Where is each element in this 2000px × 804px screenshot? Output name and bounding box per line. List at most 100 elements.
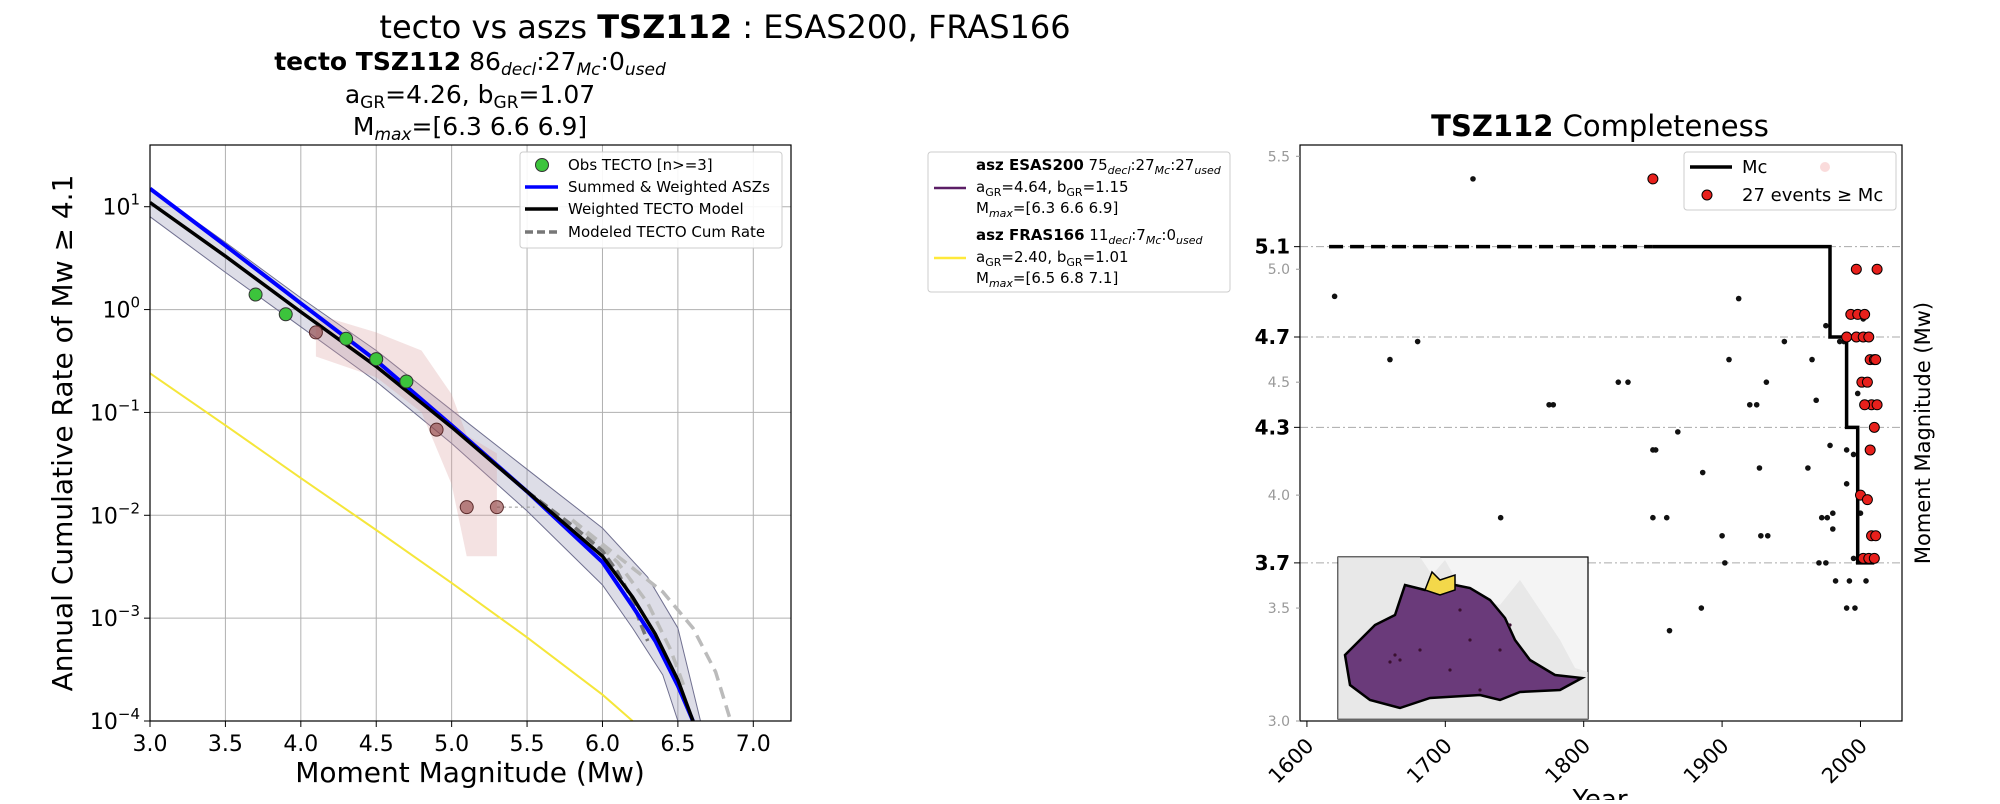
catalog-event	[1726, 356, 1732, 363]
left-ticks: 3.0 3.5 4.0 4.5 5.0 5.5 6.0 6.5 7.0 101 100 10−1 10−…	[90, 191, 771, 757]
catalog-event	[1387, 356, 1393, 363]
obs-tecto-point	[339, 331, 354, 346]
right-chart-title: TSZ112 Completeness	[1431, 109, 1769, 143]
catalog-event	[1497, 514, 1504, 521]
right-y-mc-label: 4.3	[1255, 415, 1290, 439]
weighted-tecto-curve	[150, 201, 695, 721]
left-x-tick-label: 3.5	[208, 732, 243, 757]
catalog-event	[1546, 401, 1552, 408]
catalog-event	[1823, 322, 1829, 329]
left-header-line1: tecto TSZ112 86decl:27Mc:0used	[274, 47, 666, 80]
right-y-minor-label: 4.0	[1268, 488, 1290, 504]
catalog-event	[1823, 560, 1829, 566]
catalog-event	[1666, 627, 1673, 634]
left-header-line2: aGR=4.26, bGR=1.07	[345, 80, 595, 113]
catalog-event	[1824, 514, 1831, 521]
right-y-minor-label: 3.5	[1268, 601, 1290, 617]
catalog-event	[1843, 481, 1850, 487]
right-axes-frame	[1299, 144, 1903, 722]
catalog-event	[1550, 401, 1557, 408]
complete-event	[1859, 399, 1871, 411]
obs-other-point	[308, 325, 323, 340]
asz-fras166-line1: asz FRAS166 11decl:7Mc:0used	[976, 226, 1203, 247]
legend-obs-tecto-label: Obs TECTO [n>=3]	[568, 156, 713, 174]
catalog-event	[1719, 532, 1725, 539]
obs-tecto-point	[278, 307, 293, 322]
complete-event	[1859, 308, 1871, 320]
asz-esas200-line3: Mmax=[6.3 6.6 6.9]	[976, 199, 1118, 220]
right-y-label: Moment Magnitude (Mw)	[1911, 302, 1935, 564]
catalog-event	[1615, 379, 1622, 385]
obs-other-point	[429, 422, 444, 437]
map-event-dot	[1468, 638, 1472, 642]
catalog-event	[1746, 401, 1753, 408]
figure-title: tecto vs aszs TSZ112 : ESAS200, FRAS166	[379, 8, 1070, 46]
complete-event	[1861, 376, 1873, 388]
complete-event	[1868, 552, 1880, 564]
right-y-minor-label: 5.5	[1268, 149, 1290, 165]
catalog-event	[1850, 451, 1857, 458]
asz-esas200-line2: aGR=4.64, bGR=1.15	[976, 178, 1129, 199]
left-x-tick-label: 5.0	[434, 732, 469, 757]
complete-event	[1868, 421, 1880, 433]
right-legend-box	[1683, 151, 1897, 211]
map-inset	[1337, 556, 1589, 720]
catalog-event	[1827, 442, 1833, 449]
obs-other-point	[489, 500, 504, 515]
left-legend: Obs TECTO [n>=3] Summed & Weighted ASZs …	[519, 151, 783, 249]
mc-step-line	[1652, 244, 1875, 565]
catalog-event	[1850, 555, 1857, 562]
right-x-tick-label: 1700	[1402, 734, 1457, 789]
left-y-label: Annual Cumulative Rate of Mw ≥ 4.1	[46, 175, 79, 692]
right-y-mc-label: 4.7	[1255, 325, 1290, 349]
legend-events-marker	[1701, 189, 1713, 201]
map-event-dot	[1418, 648, 1422, 652]
legend-summed-asz-label: Summed & Weighted ASZs	[568, 178, 770, 196]
right-mc-gridlines	[1300, 246, 1902, 564]
left-header-line3: Mmax=[6.3 6.6 6.9]	[353, 112, 587, 145]
obs-tecto-point	[399, 374, 414, 389]
legend-modeled-tecto-label: Modeled TECTO Cum Rate	[568, 223, 765, 241]
catalog-event	[1843, 605, 1850, 611]
left-y-tick-label: 10−1	[90, 396, 140, 426]
legend-events-label: 27 events ≥ Mc	[1742, 185, 1883, 206]
legend-weighted-tecto-label: Weighted TECTO Model	[568, 200, 744, 218]
catalog-event	[1699, 469, 1706, 476]
obs-tecto-point	[369, 352, 384, 367]
obs-tecto-point	[248, 287, 263, 302]
catalog-event	[1722, 560, 1728, 566]
complete-event	[1841, 331, 1853, 343]
complete-event	[1861, 494, 1873, 506]
left-y-tick-label: 10−2	[90, 499, 140, 529]
asz-legend-box	[927, 151, 1231, 293]
catalog-event	[1758, 532, 1764, 539]
map-zone-tsz112	[1343, 580, 1587, 710]
catalog-event	[1756, 465, 1763, 471]
map-event-dot	[1458, 608, 1462, 612]
left-axes-frame	[149, 144, 792, 722]
catalog-event	[1663, 514, 1670, 521]
left-x-tick-label: 7.0	[736, 732, 771, 757]
catalog-event	[1832, 578, 1839, 584]
catalog-event	[1818, 514, 1825, 521]
catalog-event	[1470, 176, 1476, 182]
left-x-tick-label: 6.0	[585, 732, 620, 757]
catalog-event	[1846, 578, 1853, 584]
map-event-dot	[1393, 653, 1397, 657]
catalog-event	[1698, 605, 1705, 611]
complete-event	[1871, 399, 1883, 411]
catalog-event	[1830, 526, 1836, 532]
asz-legend: asz ESAS200 75decl:27Mc:27used aGR=4.64,…	[927, 151, 1231, 293]
modeled-upper-dashed	[571, 518, 733, 721]
right-x-label: Year	[1571, 785, 1627, 800]
right-legend: Mc 27 events ≥ Mc	[1683, 151, 1897, 211]
catalog-event	[1675, 429, 1681, 435]
left-y-tick-label: 10−3	[90, 602, 140, 632]
right-x-tick-label: 2000	[1817, 734, 1872, 789]
map-event-dot	[1508, 623, 1512, 627]
asz-esas200-line1: asz ESAS200 75decl:27Mc:27used	[976, 156, 1222, 177]
right-y-mc-label: 5.1	[1255, 235, 1290, 259]
catalog-event	[1331, 293, 1338, 300]
catalog-event	[1809, 356, 1815, 363]
complete-event	[1647, 173, 1659, 185]
